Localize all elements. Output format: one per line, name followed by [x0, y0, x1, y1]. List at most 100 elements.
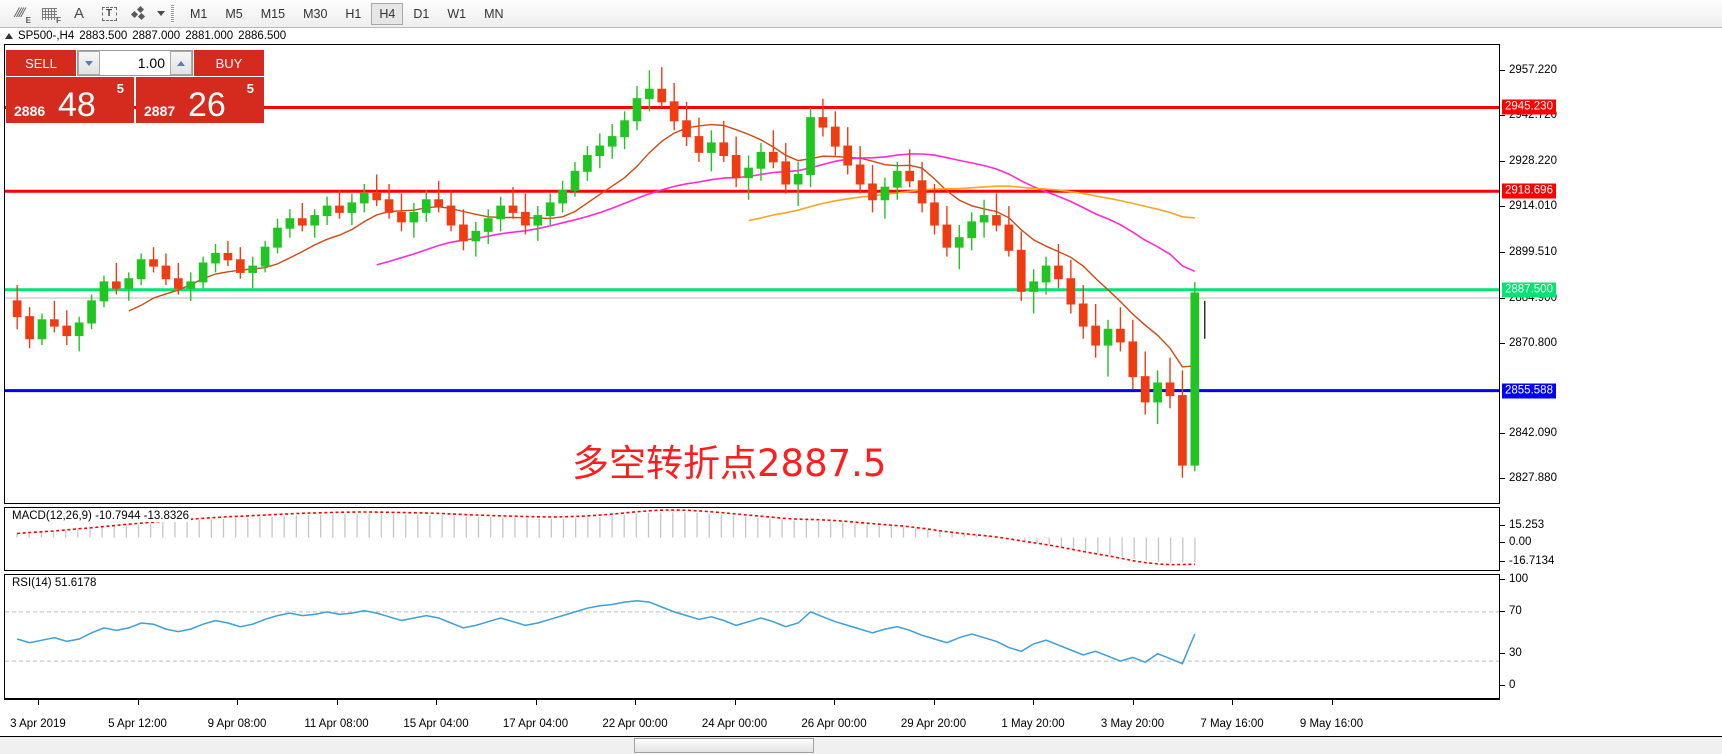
ohlc-high: 2887.000	[132, 30, 181, 42]
ohlc-close: 2886.500	[238, 30, 287, 42]
rsi-tick-1: 70	[1500, 605, 1522, 617]
ohlc-low: 2881.000	[185, 30, 234, 42]
time-tick-2: 9 Apr 08:00	[207, 718, 267, 730]
sell-price-major: 48	[58, 86, 96, 124]
time-tick-6: 22 Apr 00:00	[602, 718, 668, 730]
time-tick-4: 15 Apr 04:00	[403, 718, 469, 730]
time-tick-8: 26 Apr 00:00	[801, 718, 867, 730]
one-click-trading-panel[interactable]: SELL 1.00 BUY 2886 48 5 2887 26 5	[6, 50, 264, 124]
text-label-glyph: A	[73, 5, 84, 22]
volume-decrease-button[interactable]	[78, 51, 100, 75]
rsi-tick-2: 30	[1500, 647, 1522, 659]
chart-window: SP500-,H4 2883.500 2887.000 2881.000 288…	[0, 28, 1722, 736]
price-scale[interactable]: 2957.220 2942.720 2928.220 2914.010 2899.510…	[1500, 44, 1722, 699]
chart-annotation-text: 多空转折点2887.5	[572, 442, 887, 485]
macd-tick-1: 0.00	[1500, 536, 1531, 548]
sell-price-fraction: 5	[116, 81, 124, 96]
time-tick-mark-0	[38, 700, 39, 705]
time-tick-3: 11 Apr 08:00	[304, 718, 369, 730]
time-tick-7: 24 Apr 00:00	[701, 718, 768, 730]
text-box-icon[interactable]: T	[94, 2, 124, 26]
buy-price-fraction: 5	[246, 81, 254, 96]
time-axis: 3 Apr 2019 5 Apr 12:00 9 Apr 08:00 11 Apr 0…	[4, 699, 1500, 731]
price-tick-0: 2957.220	[1500, 64, 1557, 76]
macd-tick-0: 15.253	[1500, 519, 1544, 531]
time-tick-mark-7	[734, 700, 736, 705]
buy-button[interactable]: BUY	[194, 50, 264, 76]
time-tick-mark-6	[635, 700, 636, 705]
time-tick-5: 17 Apr 04:00	[502, 718, 569, 730]
text-box-glyph: T	[101, 6, 117, 21]
timeframe-h1[interactable]: H1	[345, 6, 362, 21]
price-level-badge-pivot[interactable]: 2887.500	[1502, 282, 1556, 298]
time-tick-13: 9 May 16:00	[1299, 718, 1364, 730]
objects-dropdown-chevron-down-icon[interactable]	[154, 2, 168, 26]
time-tick-11: 3 May 20:00	[1100, 718, 1165, 730]
macd-label: MACD(12,26,9) -10.7944 -13.8326	[10, 510, 192, 522]
time-tick-mark-3	[336, 700, 338, 705]
price-tick-8: 2827.880	[1500, 472, 1557, 484]
expert-advisors-icon[interactable]: //// E	[14, 5, 31, 25]
macd-chart-canvas	[16, 509, 1196, 566]
rsi-chart-canvas	[5, 600, 1499, 665]
time-tick-mark-1	[137, 700, 139, 705]
toolbar-separator	[171, 4, 178, 24]
chart-symbol-header: SP500-,H4 2883.500 2887.000 2881.000 288…	[0, 28, 1722, 44]
oct-price-row: 2886 48 5 2887 26 5	[6, 77, 264, 124]
time-tick-10: 1 May 20:00	[1001, 718, 1065, 730]
price-tick-6: 2870.800	[1500, 337, 1557, 349]
time-tick-mark-12	[1232, 700, 1233, 705]
indicators-icon-label: F	[56, 15, 61, 25]
expert-advisors-icon-label: E	[25, 15, 31, 25]
main-toolbar: //// E F A T M1 M5 M15 M30 H1 H4 D1 W1 M…	[0, 0, 1722, 28]
time-tick-mark-11	[1132, 700, 1134, 705]
macd-tick-2: -16.7134	[1500, 555, 1554, 567]
time-tick-mark-8	[834, 700, 835, 705]
volume-input[interactable]: 1.00	[137, 55, 165, 71]
timeframe-d1[interactable]: D1	[413, 6, 430, 21]
timeframe-m1[interactable]: M1	[190, 6, 208, 21]
collapse-arrow-icon[interactable]	[5, 33, 13, 39]
time-tick-mark-10	[1033, 700, 1034, 705]
ohlc-open: 2883.500	[79, 30, 128, 42]
buy-price-major: 26	[188, 86, 226, 124]
time-tick-mark-5	[535, 700, 537, 705]
time-tick-0: 3 Apr 2019	[10, 718, 66, 730]
scrollbar-thumb[interactable]	[634, 738, 814, 753]
price-level-badge-resistance[interactable]: 2918.696	[1502, 183, 1556, 199]
time-tick-mark-2	[237, 700, 238, 705]
indicators-icon[interactable]: F	[34, 2, 64, 26]
sell-price-integer: 2886	[14, 103, 46, 119]
timeframe-mn[interactable]: MN	[484, 6, 504, 21]
time-tick-12: 7 May 16:00	[1200, 718, 1264, 730]
buy-price-integer: 2887	[144, 103, 176, 119]
timeframe-w1[interactable]: W1	[447, 6, 467, 21]
rsi-tick-3: 0	[1500, 679, 1515, 691]
rsi-label: RSI(14) 51.6178	[10, 577, 99, 589]
rsi-tick-0: 100	[1500, 573, 1528, 585]
price-tick-3: 2914.010	[1500, 200, 1557, 212]
timeframe-m5[interactable]: M5	[225, 6, 243, 21]
rsi-pane[interactable]: RSI(14) 51.6178	[4, 574, 1500, 699]
price-tick-2: 2928.220	[1500, 155, 1557, 167]
timeframe-m15[interactable]: M15	[260, 6, 286, 21]
price-level-badge-resistance[interactable]: 2945.230	[1502, 99, 1556, 115]
sell-price-button[interactable]: 2886 48 5	[6, 77, 134, 124]
time-tick-9: 29 Apr 20:00	[900, 718, 967, 730]
time-tick-mark-13	[1331, 700, 1333, 705]
volume-increase-button[interactable]	[170, 51, 192, 75]
timeframe-h4[interactable]: H4	[371, 2, 404, 25]
sell-button[interactable]: SELL	[6, 50, 76, 76]
buy-price-button[interactable]: 2887 26 5	[136, 77, 264, 124]
objects-icon[interactable]	[124, 2, 154, 26]
timeframe-m30[interactable]: M30	[303, 6, 328, 21]
horizontal-scrollbar[interactable]	[0, 736, 1722, 754]
chart-symbol-label: SP500-,H4	[18, 30, 75, 42]
oct-top-row: SELL 1.00 BUY	[6, 50, 264, 76]
macd-pane[interactable]: MACD(12,26,9) -10.7944 -13.8326	[4, 507, 1500, 571]
time-tick-mark-4	[436, 700, 437, 705]
price-level-badge-support[interactable]: 2855.588	[1502, 383, 1556, 399]
time-tick-1: 5 Apr 12:00	[108, 718, 167, 730]
text-label-icon[interactable]: A	[64, 2, 94, 26]
volume-stepper[interactable]: 1.00	[77, 50, 193, 76]
